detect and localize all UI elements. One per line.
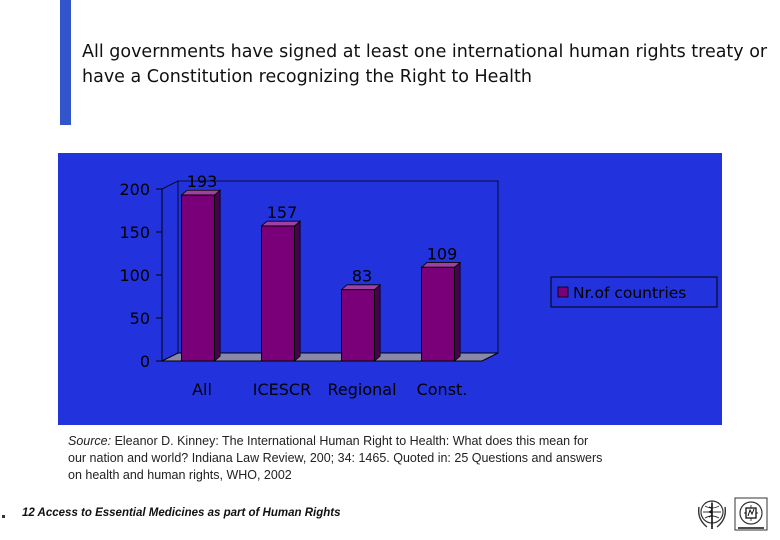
y-tick-label: 150 [119, 223, 150, 242]
x-tick-label: All [192, 380, 212, 399]
essential-medicines-logo-icon [734, 497, 768, 531]
source-citation: Source: Eleanor D. Kinney: The Internati… [68, 433, 608, 484]
legend-swatch [557, 286, 569, 298]
source-label: Source: [68, 434, 112, 448]
y-axis-top-edge [161, 180, 179, 190]
footer-bullet [2, 515, 5, 518]
x-tick-label: Const. [417, 380, 468, 399]
bar-side [294, 220, 301, 362]
slide-title: All governments have signed at least one… [82, 42, 768, 87]
y-tick-label: 100 [119, 266, 150, 285]
data-label: 83 [352, 267, 372, 286]
data-label: 109 [427, 244, 458, 263]
bar-side [454, 261, 461, 362]
bar-side [374, 283, 381, 362]
bar [181, 194, 215, 362]
bar-side [214, 189, 221, 362]
legend-label: Nr.of countries [573, 284, 686, 302]
bar [421, 266, 455, 362]
who-emblem-icon [697, 500, 727, 529]
chart-floor [161, 352, 499, 362]
footer-text: 12 Access to Essential Medicines as part… [22, 507, 341, 519]
bar [261, 225, 295, 362]
y-tick-label: 50 [130, 309, 150, 328]
title-accent-bar [60, 0, 71, 125]
x-tick-label: Regional [327, 380, 396, 399]
y-tick-label: 0 [140, 352, 150, 371]
x-tick-label: ICESCR [253, 380, 311, 399]
bar [341, 289, 375, 362]
source-text: Eleanor D. Kinney: The International Hum… [68, 434, 603, 482]
bar-chart: 0 50 100 150 200 193 All 157 ICESCR 83 Regional 109… [119, 172, 718, 399]
data-label: 193 [187, 172, 218, 191]
y-tick-label: 200 [119, 180, 150, 199]
data-label: 157 [267, 203, 298, 222]
chart-panel: 0 50 100 150 200 193 All 157 ICESCR 83 Regional 109… [58, 153, 722, 425]
legend-box [550, 276, 718, 308]
